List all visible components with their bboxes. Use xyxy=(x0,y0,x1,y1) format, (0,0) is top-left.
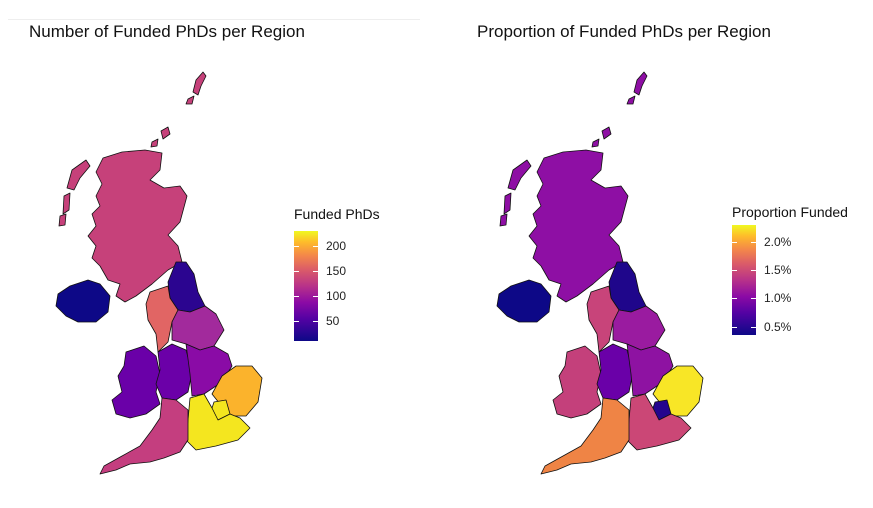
uk-choropleth-map xyxy=(55,71,263,475)
region-south-west[interactable] xyxy=(99,397,189,475)
legend-title: Funded PhDs xyxy=(294,206,380,222)
legend-tick-label: 100 xyxy=(326,289,347,303)
legend-tick-label: 0.5% xyxy=(764,319,792,334)
legend-tick-label: 200 xyxy=(326,239,347,253)
legend-tick-mark xyxy=(751,270,756,272)
map-title: Proportion of Funded PhDs per Region xyxy=(477,22,771,41)
legend-tick-label: 50 xyxy=(326,314,340,328)
legend-tick-mark xyxy=(313,271,318,272)
region-scotland[interactable] xyxy=(528,149,629,303)
region-yorkshire[interactable] xyxy=(171,305,225,351)
region-scotland-islands[interactable] xyxy=(591,71,648,148)
legend-tick-mark xyxy=(751,326,756,328)
map-title: Number of Funded PhDs per Region xyxy=(29,22,305,41)
legend-tick-mark xyxy=(732,241,737,243)
region-wales[interactable] xyxy=(552,345,602,419)
legend-tick-mark xyxy=(294,246,299,247)
legend-colorbar xyxy=(294,231,318,341)
region-wales[interactable] xyxy=(111,345,161,419)
legend-tick-mark xyxy=(294,296,299,297)
legend-tick-label: 2.0% xyxy=(764,234,792,249)
legend-tick-mark xyxy=(732,326,737,328)
region-northern-ireland[interactable] xyxy=(55,279,111,323)
map-panel-funded-phds: Number of Funded PhDs per Region xyxy=(0,0,436,508)
legend-tick-mark xyxy=(751,298,756,300)
region-south-west[interactable] xyxy=(540,397,630,475)
legend-tick-mark xyxy=(294,271,299,272)
legend-tick-label: 150 xyxy=(326,264,347,278)
region-yorkshire[interactable] xyxy=(612,305,666,351)
region-west-midlands[interactable] xyxy=(596,343,634,401)
region-north-west[interactable] xyxy=(586,285,620,353)
legend-colorbar xyxy=(732,225,756,335)
legend-title: Proportion Funded xyxy=(732,204,848,220)
region-northern-ireland[interactable] xyxy=(496,279,552,323)
legend-tick-mark xyxy=(732,270,737,272)
map-panel-proportion-funded: Proportion of Funded PhDs per Region Pro… xyxy=(437,0,873,508)
legend-tick-label: 1.0% xyxy=(764,291,792,306)
legend-tick-mark xyxy=(751,241,756,243)
region-scotland[interactable] xyxy=(87,149,188,303)
legend-tick-mark xyxy=(313,321,318,322)
region-scotland-hebrides[interactable] xyxy=(58,159,91,227)
region-north-west[interactable] xyxy=(145,285,179,353)
header-rule xyxy=(8,19,420,20)
legend-tick-mark xyxy=(313,296,318,297)
uk-choropleth-map xyxy=(496,71,704,475)
region-scotland-hebrides[interactable] xyxy=(499,159,532,227)
legend-tick-mark xyxy=(294,321,299,322)
legend-tick-label: 1.5% xyxy=(764,263,792,278)
region-scotland-islands[interactable] xyxy=(150,71,207,148)
legend-tick-mark xyxy=(732,298,737,300)
region-west-midlands[interactable] xyxy=(155,343,193,401)
legend-tick-mark xyxy=(313,246,318,247)
